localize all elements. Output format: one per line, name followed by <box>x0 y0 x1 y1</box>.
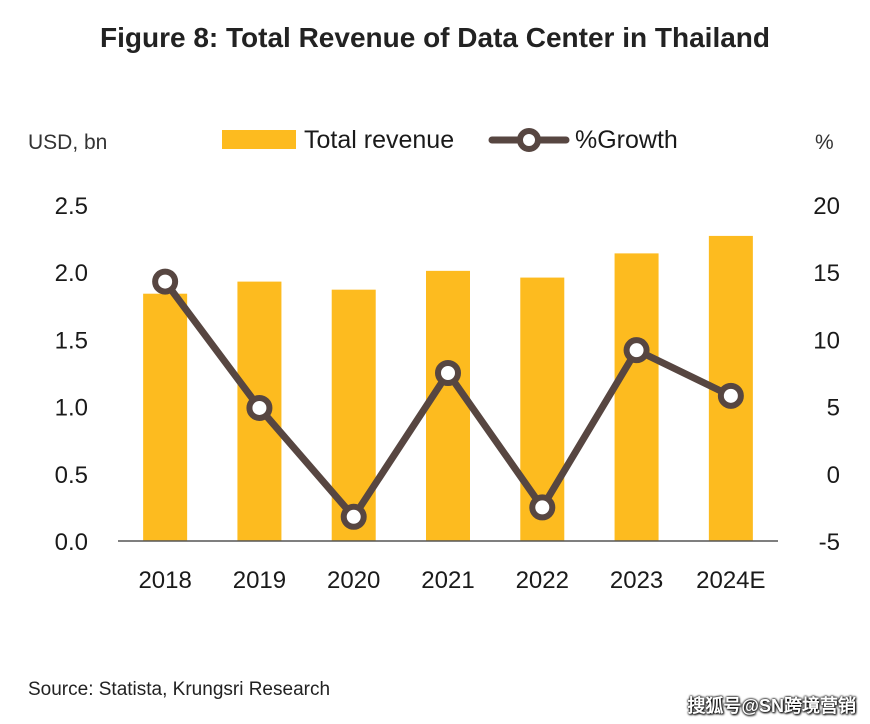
x-tick-label: 2019 <box>233 567 286 594</box>
right-tick-label: 10 <box>813 327 840 354</box>
right-axis-ticks: -5 0 5 10 15 20 <box>813 193 840 556</box>
left-tick-label: 2.5 <box>55 193 88 220</box>
legend-marker <box>517 128 541 152</box>
left-axis-label: USD, bn <box>28 131 107 154</box>
bar-series <box>143 235 753 542</box>
x-tick-label: 2020 <box>327 567 380 594</box>
right-tick-label: 20 <box>813 193 840 220</box>
right-tick-label: 15 <box>813 260 840 287</box>
x-tick-label: 2024E <box>696 567 765 594</box>
legend-label-growth: %Growth <box>575 126 678 154</box>
x-axis-ticks: 2018 2019 2020 2021 2022 2023 2024E <box>138 567 765 594</box>
growth-point <box>340 503 367 530</box>
x-tick-label: 2022 <box>516 567 569 594</box>
left-tick-label: 0.5 <box>55 462 88 489</box>
growth-line-series <box>152 268 744 530</box>
left-tick-label: 0.0 <box>55 529 88 556</box>
growth-point <box>717 382 744 409</box>
legend: Total revenue %Growth <box>222 126 678 154</box>
left-tick-label: 1.0 <box>55 395 88 422</box>
growth-point <box>435 360 461 386</box>
right-tick-label: 5 <box>827 395 840 422</box>
watermark: 搜狐号@SN跨境营销 <box>687 696 856 716</box>
legend-label-revenue: Total revenue <box>304 126 454 154</box>
revenue-bar <box>614 253 659 541</box>
growth-point <box>246 394 273 421</box>
chart-title: Figure 8: Total Revenue of Data Center i… <box>99 22 771 53</box>
legend-swatch-bar <box>222 130 296 149</box>
right-tick-label: 0 <box>827 462 840 489</box>
x-tick-label: 2018 <box>138 567 191 594</box>
source-note: Source: Statista, Krungsri Research <box>28 679 331 700</box>
growth-point <box>623 337 650 364</box>
right-tick-label: -5 <box>819 529 840 556</box>
growth-point <box>529 494 556 521</box>
right-axis-label: % <box>815 131 834 154</box>
left-axis-ticks: 0.0 0.5 1.0 1.5 2.0 2.5 <box>55 193 88 556</box>
left-tick-label: 1.5 <box>55 327 88 354</box>
x-tick-label: 2021 <box>421 567 474 594</box>
revenue-bar <box>143 293 188 541</box>
growth-point <box>152 268 179 295</box>
x-tick-label: 2023 <box>610 567 663 594</box>
revenue-bar <box>426 270 470 541</box>
left-tick-label: 2.0 <box>55 260 88 287</box>
